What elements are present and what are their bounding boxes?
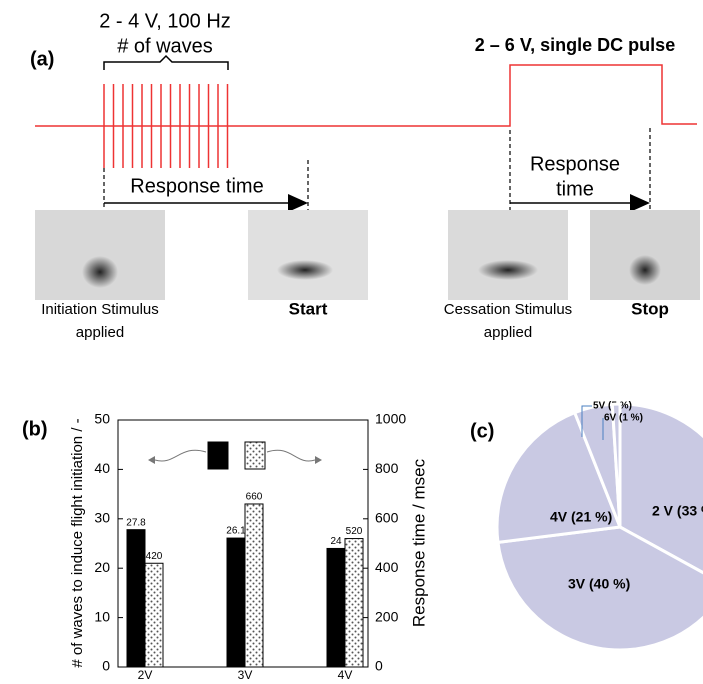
slice-label: 3V (40 %) (568, 576, 630, 592)
stimulus-label: 2 – 6 V, single DC pulse (475, 35, 675, 55)
y2-tick-label: 400 (375, 559, 399, 575)
bar (326, 547, 346, 668)
stimulus-label: 2 - 4 V, 100 Hz (99, 10, 231, 32)
y-tick-label: 40 (94, 460, 110, 476)
value-label: 520 (346, 526, 363, 537)
arrow-head (630, 194, 650, 212)
y2-tick-label: 200 (375, 608, 399, 624)
y2-tick-label: 1000 (375, 411, 406, 427)
legend-arrow-head (148, 456, 155, 464)
y-tick-label: 30 (94, 510, 110, 526)
panel-label: (a) (30, 48, 54, 70)
legend-arrow (266, 449, 316, 462)
pie-slice (618, 402, 703, 575)
y-tick-label: 0 (102, 658, 110, 674)
legend-swatch (207, 441, 229, 470)
x-tick-label: 4V (338, 668, 353, 682)
photos (35, 210, 700, 300)
pie-slice (495, 410, 623, 545)
value-label: 420 (146, 551, 163, 562)
bar (244, 503, 264, 668)
bar (126, 529, 146, 668)
y-tick-label: 10 (94, 608, 110, 624)
panel-label: (b) (22, 418, 48, 440)
y-tick-label: 20 (94, 559, 110, 575)
caption: applied (484, 324, 532, 341)
legend-arrow (154, 449, 207, 462)
value-label: 24 (330, 536, 342, 547)
brace (103, 54, 229, 70)
y2-tick-label: 800 (375, 460, 399, 476)
caption: Cessation Stimulus (444, 301, 572, 318)
response-label: Response (530, 153, 620, 175)
signal-trace (35, 64, 697, 127)
caption: applied (76, 324, 124, 341)
caption: Initiation Stimulus (41, 301, 159, 318)
pulse-train (103, 84, 229, 168)
bar (344, 538, 364, 668)
pie-slice (610, 402, 622, 528)
y2-tick-label: 600 (375, 510, 399, 526)
legend-arrow-head (315, 456, 322, 464)
leader-line (581, 405, 592, 437)
value-label: 26.1 (226, 526, 246, 537)
response-label: time (556, 178, 594, 200)
panel-a: (a) 2 - 4 V, 100 Hz # of waves 2 – 6 V, … (30, 10, 700, 341)
charts: (b) 0 10 20 30 40 50 0 200 400 600 800 1000 # of wave… (22, 401, 703, 682)
value-label: 660 (246, 492, 263, 503)
slice-label: 2 V (33 %) (652, 503, 703, 519)
value-label: 27.8 (126, 517, 146, 528)
y-axis-label: # of waves to induce flight initiation /… (69, 418, 86, 667)
bar (144, 562, 164, 668)
slice-label: 6V (1 %) (604, 413, 643, 424)
bar (226, 537, 246, 668)
y-tick-label: 50 (94, 411, 110, 427)
pie-slice (496, 525, 703, 652)
caption: Stop (631, 299, 669, 318)
y2-tick-label: 0 (375, 658, 383, 674)
caption: Start (289, 299, 328, 318)
y2-axis-label: Response time / msec (409, 458, 428, 627)
response-label: Response time (130, 175, 263, 197)
arrow-head (288, 194, 308, 212)
slice-label: 4V (21 %) (550, 509, 612, 525)
x-tick-label: 3V (238, 668, 253, 682)
x-tick-label: 2V (138, 668, 153, 682)
stimulus-note: # of waves (117, 35, 213, 57)
legend-swatch (244, 441, 266, 470)
panel-label: (c) (470, 420, 494, 442)
